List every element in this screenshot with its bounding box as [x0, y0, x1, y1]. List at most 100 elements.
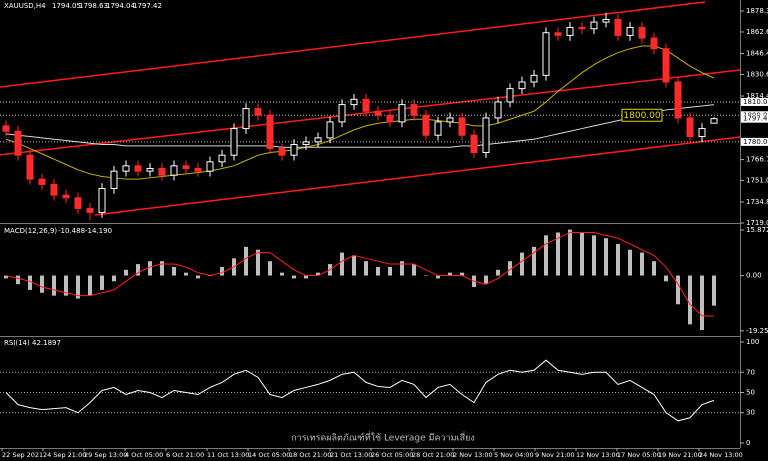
- x-tick-label: 24 Sep 21:00: [43, 451, 86, 459]
- x-tick-label: 18 Oct 21:00: [289, 451, 331, 459]
- candle-body: [602, 18, 610, 23]
- macd-bar: [28, 275, 32, 290]
- y-tick-label: 1846.40: [746, 50, 768, 58]
- candle-body: [650, 37, 658, 50]
- trendline: [94, 136, 740, 216]
- readout-close: 1797.42: [133, 2, 162, 10]
- candle-body: [674, 81, 682, 119]
- trendline: [0, 69, 740, 156]
- macd-bar: [316, 272, 320, 276]
- candle-body: [386, 114, 394, 123]
- candle-body: [530, 74, 538, 83]
- candle-body: [302, 141, 310, 146]
- rsi-y-tick-label: 100: [746, 338, 759, 346]
- candle-body: [458, 117, 466, 136]
- macd-bar: [112, 275, 116, 282]
- macd-bar: [388, 266, 392, 276]
- candle-body: [566, 26, 574, 36]
- y-tick-label: 1862.60: [746, 28, 768, 36]
- candle-body: [542, 32, 550, 76]
- watermark: การเทรดผลิตภัณฑ์ที่ใช้ Leverage มีความเส…: [291, 431, 475, 444]
- x-tick-label: 11 Oct 13:00: [207, 451, 249, 459]
- main-pane: [0, 1, 740, 221]
- candle-body: [398, 104, 406, 123]
- candle-body: [626, 26, 634, 36]
- candle-body: [506, 88, 514, 103]
- level-box: [741, 137, 768, 146]
- x-tick-label: 26 Oct 05:00: [371, 451, 413, 459]
- frame: [0, 0, 741, 449]
- candle-body: [578, 26, 586, 30]
- x-tick-label: 4 Oct 05:00: [125, 451, 163, 459]
- x-tick-label: 29 Sep 13:00: [84, 451, 127, 459]
- candle-body: [482, 117, 490, 154]
- rsi-y-tick-label: 70: [746, 368, 755, 376]
- macd-bar: [640, 252, 644, 276]
- level-label: 1780.00: [743, 138, 768, 146]
- macd-bar: [664, 275, 668, 282]
- macd-y-tick-label: -19.251: [746, 327, 768, 335]
- macd-bar: [520, 252, 524, 276]
- readout-open: 1794.05: [52, 2, 81, 10]
- macd-bar: [592, 235, 596, 276]
- macd-bar: [400, 261, 404, 276]
- y-tick-label: 1751.00: [746, 176, 768, 184]
- macd-bar: [16, 275, 20, 285]
- candle-body: [218, 154, 226, 163]
- candle-body: [266, 114, 274, 150]
- candle-body: [494, 101, 502, 119]
- macd-bar: [160, 261, 164, 276]
- readout-low: 1794.04: [106, 2, 135, 10]
- candle-body: [554, 32, 562, 36]
- macd-bar: [676, 275, 680, 305]
- macd-bar: [292, 275, 296, 279]
- x-tick-label: 6 Oct 21:00: [166, 451, 204, 459]
- y-tick-label: 1719.05: [746, 219, 768, 227]
- macd-bar: [712, 275, 716, 306]
- macd-bar: [532, 246, 536, 276]
- macd-bar: [100, 275, 104, 290]
- symbol: XAUUSD,H4: [4, 2, 46, 10]
- candle-body: [662, 48, 670, 83]
- macd-bar: [364, 261, 368, 276]
- macd-bar: [220, 266, 224, 276]
- candle-body: [38, 178, 46, 185]
- macd-bar: [700, 275, 704, 331]
- macd-bar: [460, 272, 464, 276]
- x-tick-label: 24 Nov 13:00: [699, 451, 743, 459]
- candle-body: [14, 130, 22, 156]
- x-tick-label: 5 Nov 04:00: [494, 451, 534, 459]
- candle-body: [290, 144, 298, 156]
- level-box: [741, 97, 768, 106]
- candle-body: [182, 165, 190, 169]
- macd-bar: [268, 261, 272, 276]
- macd-bar: [508, 261, 512, 276]
- candle-body: [350, 98, 358, 106]
- macd-bar: [148, 261, 152, 276]
- moving-average: [5, 45, 715, 180]
- macd-bar: [244, 246, 248, 276]
- candle-body: [638, 26, 646, 39]
- macd-bar: [64, 275, 68, 296]
- rsi-y-tick-label: 50: [746, 389, 755, 397]
- candle-body: [170, 165, 178, 176]
- macd-bar: [4, 275, 8, 279]
- candle-body: [50, 183, 58, 196]
- candle-body: [434, 121, 442, 136]
- x-tick-label: 19 Nov 21:00: [658, 451, 702, 459]
- macd-bar: [496, 269, 500, 276]
- level-label: 1810.00: [743, 98, 768, 106]
- candle-body: [194, 167, 202, 172]
- candle-body: [362, 98, 370, 112]
- macd-bar: [184, 272, 188, 276]
- macd-bar: [688, 275, 692, 325]
- macd-bar: [544, 235, 548, 276]
- macd-y-tick-label: 0.00: [746, 272, 762, 280]
- y-tick-label: 1766.70: [746, 156, 768, 164]
- rsi-readout: 42.1897: [32, 339, 61, 347]
- macd-bar: [304, 275, 308, 279]
- macd-readout: -14.190: [85, 227, 112, 235]
- macd-bar: [616, 243, 620, 276]
- candle-body: [278, 148, 286, 156]
